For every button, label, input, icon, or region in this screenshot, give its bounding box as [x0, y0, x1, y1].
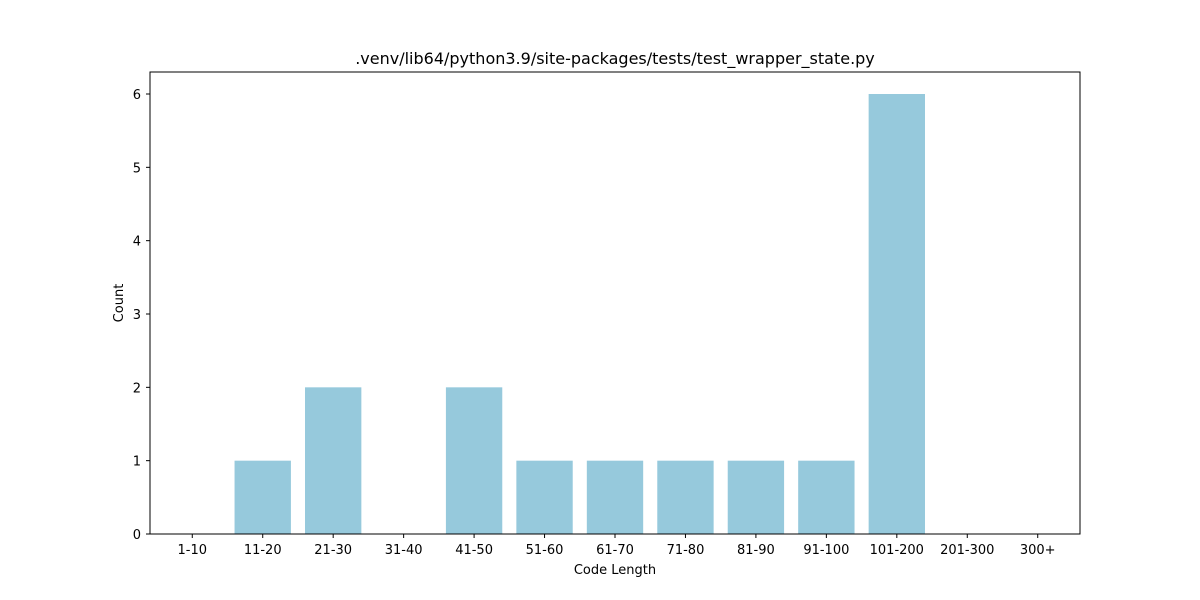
y-axis-label: Count: [112, 284, 127, 323]
y-tick-label: 1: [133, 455, 141, 470]
y-tick-label: 5: [133, 161, 141, 176]
bar-101-200: [868, 94, 925, 534]
y-tick-label: 4: [133, 235, 141, 250]
bar-81-90: [727, 460, 785, 534]
x-tick-label: 201-300: [940, 543, 994, 558]
bar-21-30: [305, 387, 362, 534]
x-tick-label: 300+: [1020, 543, 1056, 558]
x-tick-label: 61-70: [596, 543, 634, 558]
chart-title: .venv/lib64/python3.9/site-packages/test…: [355, 49, 875, 69]
bar-51-60: [516, 460, 573, 534]
bar-71-80: [657, 460, 714, 534]
bar-41-50: [445, 387, 503, 534]
x-tick-label: 81-90: [737, 543, 775, 558]
x-tick-label: 31-40: [385, 543, 423, 558]
x-tick-label: 21-30: [314, 543, 352, 558]
bars-group: [234, 94, 925, 534]
x-tick-label: 41-50: [455, 543, 493, 558]
y-tick-label: 3: [133, 308, 141, 323]
x-axis-ticks: 1-10 11-20 21-30 31-40 41-50 51-60 61-70 71-80 8…: [178, 534, 1056, 558]
bar-61-70: [586, 460, 644, 534]
x-tick-label: 1-10: [178, 543, 208, 558]
x-tick-label: 71-80: [667, 543, 705, 558]
x-tick-label: 101-200: [870, 543, 924, 558]
y-axis-ticks: 0 1 2 3 4 5 6: [133, 88, 150, 543]
x-tick-label: 51-60: [526, 543, 564, 558]
bar-91-100: [798, 460, 855, 534]
x-axis-label: Code Length: [574, 563, 656, 578]
bar-11-20: [234, 460, 291, 534]
y-tick-label: 6: [133, 88, 141, 103]
x-tick-label: 11-20: [244, 543, 282, 558]
y-tick-label: 2: [133, 381, 141, 396]
x-tick-label: 91-100: [803, 543, 849, 558]
plot-frame: [149, 71, 1081, 535]
y-tick-label: 0: [133, 528, 141, 543]
